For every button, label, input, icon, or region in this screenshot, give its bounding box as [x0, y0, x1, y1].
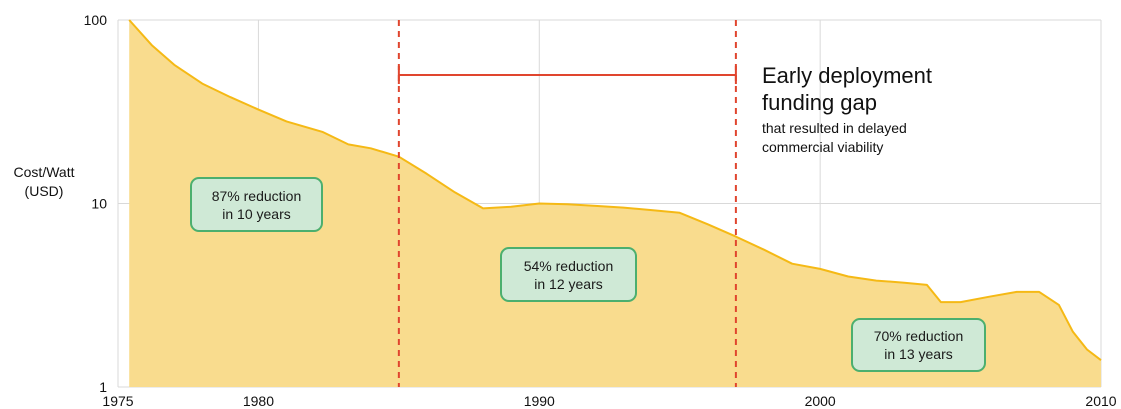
cost-area-line: [128, 19, 1102, 361]
reduction-badge-1997-2010: 70% reduction in 13 years: [851, 318, 986, 372]
funding-gap-bracket: [397, 66, 737, 84]
badge-1-line-2: in 10 years: [222, 205, 291, 222]
y-axis-label-line-2: (USD): [25, 183, 64, 199]
badge-1-line-1: 87% reduction: [211, 187, 302, 204]
badge-2-line-1: 54% reduction: [523, 257, 614, 274]
x-tick-label-1975: 1975: [102, 393, 133, 409]
reduction-badge-1985-1997: 54% reduction in 12 years: [500, 247, 637, 302]
x-tick-label-1990: 1990: [524, 393, 555, 409]
y-tick-label-1: 1: [99, 379, 107, 395]
y-tick-label-100: 100: [84, 12, 108, 28]
reduction-badge-1975-1985: 87% reduction in 10 years: [190, 177, 323, 232]
badge-3-line-1: 70% reduction: [873, 328, 964, 344]
y-tick-label-10: 10: [91, 196, 107, 212]
x-tick-label-2010: 2010: [1085, 393, 1116, 409]
gap-subtitle-line-1: that resulted in delayed: [762, 120, 907, 136]
x-tick-label-1980: 1980: [243, 393, 274, 409]
badge-3-line-2: in 13 years: [884, 346, 953, 362]
axis-tick-labels: 1975 1980 1990 2000 2010 1 10 100: [84, 12, 1117, 409]
gap-title-line-1: Early deployment: [762, 63, 932, 88]
cost-area-fill: [129, 20, 1101, 387]
y-axis-label-line-1: Cost/Watt: [14, 164, 75, 180]
gap-subtitle-line-2: commercial viability: [762, 139, 883, 155]
x-tick-label-2000: 2000: [805, 393, 836, 409]
badge-2-line-2: in 12 years: [534, 275, 603, 292]
gap-title-line-2: funding gap: [762, 90, 877, 115]
